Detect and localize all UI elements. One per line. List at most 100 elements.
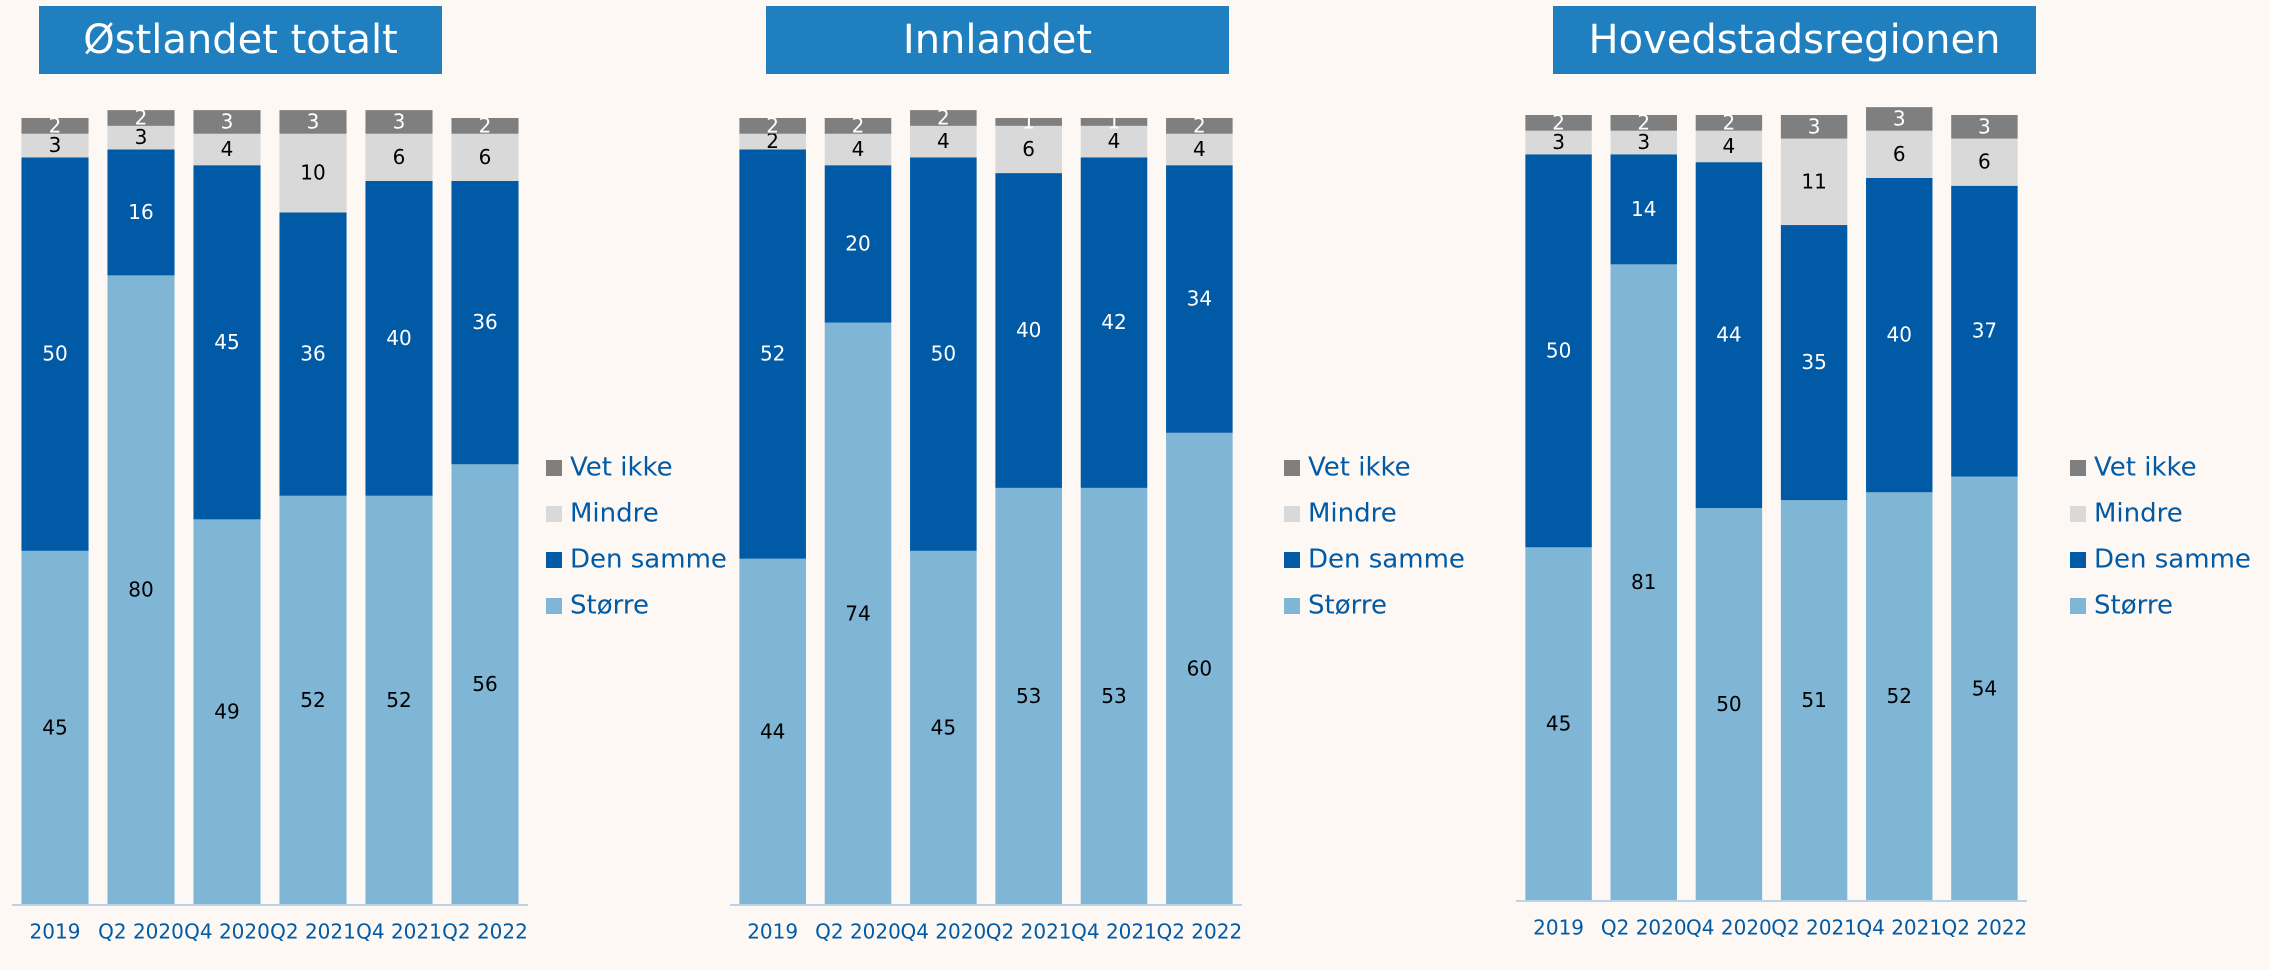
bar-segment [910,550,977,905]
legend-label: Mindre [570,499,659,529]
x-tick-label: Q4 2021 [1071,920,1157,944]
data-label: 74 [845,601,870,625]
data-label: 6 [1022,137,1035,161]
x-tick-label: Q4 2020 [184,920,270,944]
legend-swatch [2070,506,2086,522]
legend-swatch [546,460,562,476]
data-label: 52 [760,342,785,366]
bar-segment [995,487,1062,905]
legend-swatch [2070,552,2086,568]
x-tick-label: Q2 2021 [1771,916,1857,940]
bar-segment [1525,154,1592,548]
data-label: 6 [393,145,406,169]
x-tick-label: Q2 2020 [1601,916,1687,940]
x-tick-label: Q4 2021 [356,920,442,944]
data-label: 4 [1193,137,1206,161]
data-label: 56 [472,672,497,696]
data-label: 50 [1546,338,1571,362]
data-label: 11 [1801,169,1826,193]
title-box [766,6,1229,74]
data-label: 45 [931,715,956,739]
data-label: 36 [472,310,497,334]
bar-segment [1780,500,1848,901]
data-label: 3 [307,109,320,133]
data-label: 4 [1723,134,1736,158]
bar-segment [1951,115,2018,139]
bar-segment [739,133,806,150]
x-tick-label: Q2 2021 [986,920,1072,944]
data-label: 2 [1637,110,1650,134]
bar-segment [193,519,261,905]
data-label: 2 [49,113,62,137]
bar-segment [1780,138,1848,226]
x-tick-label: Q4 2021 [1856,916,1942,940]
data-label: 3 [221,109,234,133]
bar-segment [193,165,261,520]
bar-segment [1610,154,1677,265]
legend-swatch [546,552,562,568]
data-label: 3 [1893,106,1906,130]
bar-segment [1866,130,1933,178]
bar-segment [107,110,175,126]
data-label: 10 [300,161,325,185]
x-tick-label: 2019 [30,920,81,944]
x-tick-label: Q2 2020 [815,920,901,944]
data-label: 20 [845,231,870,255]
data-label: 34 [1187,287,1212,311]
legend-label: Vet ikke [1308,453,1411,483]
bar-segment [1780,115,1848,139]
bar-segment [995,173,1062,488]
bar-segment [451,133,519,181]
data-label: 2 [479,113,492,137]
bar-segment [365,110,433,134]
data-label: 51 [1801,688,1826,712]
bar-segment [995,125,1062,174]
x-tick-label: Q2 2021 [270,920,356,944]
legend-label: Større [1308,591,1387,621]
data-label: 42 [1101,310,1126,334]
data-label: 44 [760,719,785,743]
bar-segment [279,110,347,134]
bar-segment [1080,157,1148,488]
bar-segment [1951,138,2018,186]
data-label: 36 [300,342,325,366]
data-label: 40 [1016,318,1041,342]
legend-swatch [2070,460,2086,476]
legend-swatch [546,598,562,614]
data-label: 2 [766,129,779,153]
data-label: 52 [386,688,411,712]
chart-title: Hovedstadsregionen [1589,17,2001,63]
data-label: 1 [1022,109,1035,133]
data-label: 2 [1552,110,1565,134]
bar-segment [1866,177,1933,493]
data-label: 2 [1723,110,1736,134]
bar-segment [910,110,977,126]
chart-title: Innlandet [903,17,1092,63]
data-label: 60 [1187,656,1212,680]
data-label: 4 [937,129,950,153]
bar-segment [279,495,347,905]
data-label: 49 [214,700,239,724]
data-label: 50 [42,342,67,366]
data-label: 37 [1972,319,1997,343]
bar-segment [1166,165,1233,433]
chart-title: Østlandet totalt [83,17,398,63]
legend-swatch [1284,552,1300,568]
data-label: 2 [852,113,865,137]
legend-swatch [2070,598,2086,614]
bar-segment [365,133,433,181]
data-label: 3 [1552,130,1565,154]
bar-segment [824,165,892,323]
data-label: 53 [1101,684,1126,708]
bar-segment [279,133,347,213]
legend-label: Større [2094,591,2173,621]
data-label: 40 [1887,323,1912,347]
bar-segment [193,133,261,166]
legend-swatch [546,506,562,522]
x-tick-label: Q2 2022 [442,920,528,944]
bar-segment [107,149,175,276]
bar-segment [1610,264,1677,902]
legend-label: Mindre [1308,499,1397,529]
bar-segment [824,118,892,134]
